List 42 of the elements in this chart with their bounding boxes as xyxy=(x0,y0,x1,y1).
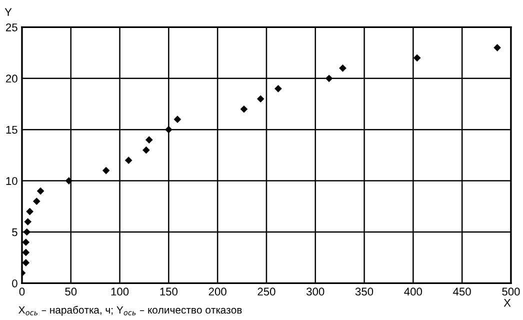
x-axis-title: X xyxy=(504,298,511,307)
x-tick-label: 50 xyxy=(65,288,77,296)
point xyxy=(102,166,110,174)
point xyxy=(23,228,31,236)
point xyxy=(274,84,282,92)
point xyxy=(36,187,44,195)
x-tick-label: 450 xyxy=(453,288,471,296)
point xyxy=(240,105,248,113)
point xyxy=(142,146,150,154)
y-tick-label: 5 xyxy=(12,228,18,236)
x-tick-label: 500 xyxy=(502,288,520,296)
point xyxy=(256,95,264,103)
x-tick-label: 300 xyxy=(306,288,324,296)
y-tick-label: 0 xyxy=(12,279,18,288)
point xyxy=(124,156,132,164)
point xyxy=(145,136,153,144)
point xyxy=(22,238,30,246)
x-tick-label: 100 xyxy=(111,288,129,296)
x-tick-label: 0 xyxy=(19,288,25,296)
y-tick-label: 15 xyxy=(6,126,18,134)
point xyxy=(339,64,346,72)
point xyxy=(494,44,501,52)
y-tick-label: 10 xyxy=(6,177,18,185)
text: X$_{ось}$ – наработка, ч; Y$_{ось}$ – количество отказов xyxy=(18,306,242,316)
x-tick-label: 200 xyxy=(208,288,226,296)
point xyxy=(26,208,34,216)
point xyxy=(22,248,30,256)
x-tick-label: 250 xyxy=(258,288,276,296)
point xyxy=(22,259,30,266)
y-tick-label: 20 xyxy=(6,74,18,83)
point xyxy=(413,54,421,62)
point xyxy=(65,177,73,184)
point xyxy=(24,218,32,226)
x-tick-label: 400 xyxy=(404,288,422,296)
point xyxy=(32,198,40,205)
point xyxy=(164,126,172,134)
point xyxy=(325,74,333,82)
y-axis-title: Y xyxy=(4,8,12,16)
y-tick-label: 25 xyxy=(6,23,18,32)
x-tick-label: 150 xyxy=(160,288,178,296)
point xyxy=(174,116,182,124)
x-tick-label: 350 xyxy=(355,288,374,296)
